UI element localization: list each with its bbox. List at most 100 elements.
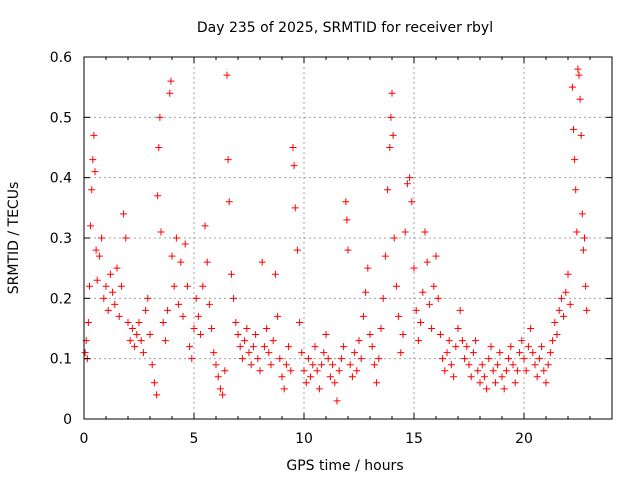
data-point — [181, 240, 189, 248]
data-point — [274, 312, 282, 320]
data-point — [538, 343, 546, 351]
data-point — [241, 337, 249, 345]
data-point — [412, 306, 420, 314]
chart-title: Day 235 of 2025, SRMTID for receiver rby… — [197, 20, 493, 36]
data-point — [214, 373, 222, 381]
data-point — [494, 361, 502, 369]
data-point — [445, 337, 453, 345]
data-point — [167, 77, 175, 85]
data-point — [205, 300, 213, 308]
data-point — [258, 258, 266, 266]
data-point — [362, 288, 370, 296]
data-point — [406, 174, 414, 182]
data-point — [533, 373, 541, 381]
data-point — [166, 89, 174, 97]
data-point — [403, 180, 411, 188]
data-point — [249, 343, 257, 351]
data-point — [578, 210, 586, 218]
data-point — [148, 361, 156, 369]
data-point — [326, 373, 334, 381]
data-point — [401, 228, 409, 236]
data-point — [177, 258, 185, 266]
data-point — [511, 379, 519, 387]
data-point — [224, 156, 232, 164]
data-point — [315, 385, 323, 393]
data-point — [467, 373, 475, 381]
data-point — [175, 300, 183, 308]
data-point — [98, 234, 106, 242]
data-point — [84, 318, 92, 326]
data-point — [304, 355, 312, 363]
data-point — [487, 343, 495, 351]
x-tick-label: 20 — [515, 431, 533, 447]
data-point — [549, 337, 557, 345]
data-point — [92, 246, 100, 254]
data-point — [197, 331, 205, 339]
data-point — [260, 343, 268, 351]
data-point — [461, 355, 469, 363]
data-point — [454, 325, 462, 332]
data-point — [522, 367, 530, 375]
data-point — [282, 361, 290, 369]
data-point — [423, 258, 431, 266]
x-axis-label: GPS time / hours — [286, 458, 403, 474]
data-point — [568, 83, 576, 91]
data-point — [285, 343, 293, 351]
data-point — [161, 337, 169, 345]
data-point — [183, 282, 191, 290]
data-point — [243, 325, 251, 332]
data-point — [483, 385, 491, 393]
data-point — [419, 288, 427, 296]
data-point — [364, 264, 372, 272]
data-point — [210, 349, 218, 357]
data-point — [505, 355, 513, 363]
data-point — [153, 391, 161, 399]
data-point — [324, 355, 332, 363]
data-point — [126, 337, 134, 345]
data-point — [399, 331, 407, 339]
data-point — [344, 246, 352, 254]
data-point — [225, 198, 233, 206]
data-point — [318, 361, 326, 369]
data-point — [109, 288, 117, 296]
data-point — [146, 331, 154, 339]
data-point — [227, 270, 235, 278]
data-point — [111, 300, 119, 308]
data-point — [529, 349, 537, 357]
data-point — [544, 361, 552, 369]
y-tick-label: 0.2 — [50, 291, 72, 307]
data-point — [384, 186, 392, 194]
data-point — [100, 294, 108, 302]
data-point — [509, 361, 517, 369]
data-point — [348, 373, 356, 381]
data-point — [128, 325, 136, 332]
y-tick-label: 0.4 — [50, 171, 72, 187]
data-point — [485, 355, 493, 363]
data-point — [540, 367, 548, 375]
data-point — [115, 312, 123, 320]
data-point — [93, 276, 101, 284]
data-point — [267, 361, 275, 369]
data-point — [157, 228, 165, 236]
data-point — [535, 355, 543, 363]
x-tick-label: 15 — [405, 431, 423, 447]
data-point — [370, 361, 378, 369]
data-point — [156, 113, 164, 121]
data-point — [124, 318, 132, 326]
data-point — [168, 252, 176, 260]
data-point — [106, 270, 114, 278]
x-tick-label: 5 — [190, 431, 199, 447]
data-point — [414, 337, 422, 345]
data-point — [389, 131, 397, 139]
data-point — [342, 198, 350, 206]
data-point — [574, 65, 582, 73]
data-point — [256, 367, 264, 375]
data-point — [531, 361, 539, 369]
data-point — [373, 379, 381, 387]
data-point — [139, 349, 147, 357]
data-point — [564, 270, 572, 278]
data-point — [555, 306, 563, 314]
data-point — [203, 258, 211, 266]
data-point — [576, 95, 584, 103]
